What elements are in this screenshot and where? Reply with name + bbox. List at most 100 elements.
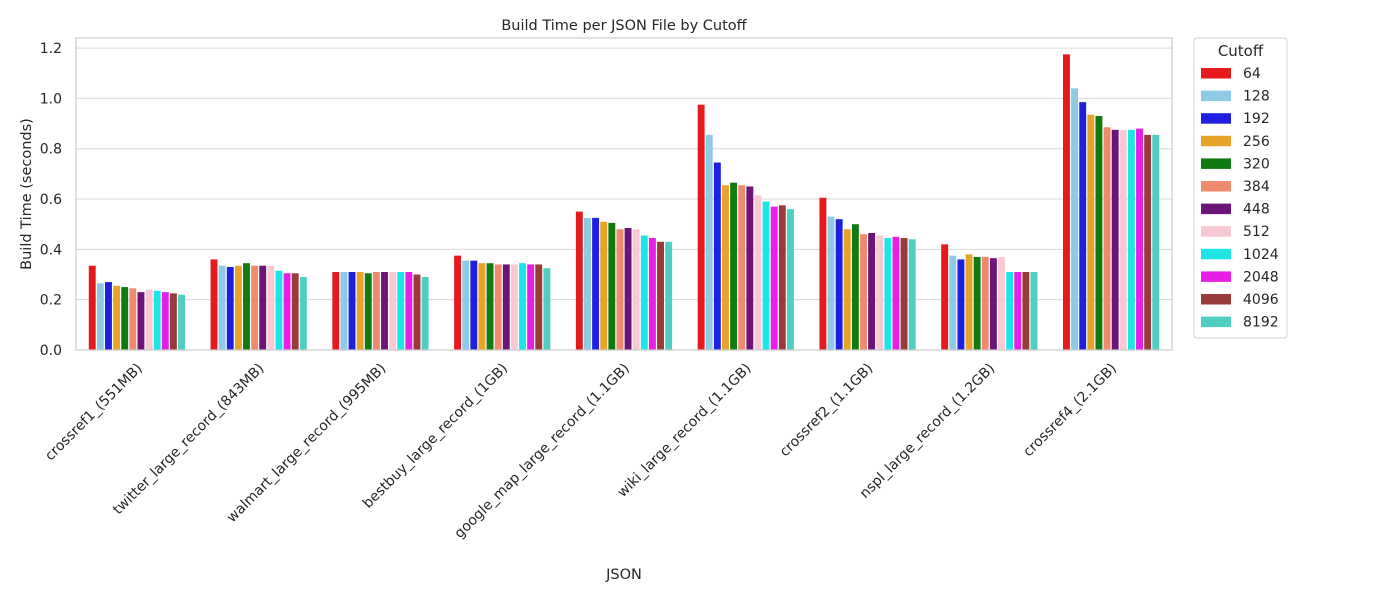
bar-4096-5 [778,205,786,350]
bar-192-5 [713,162,721,350]
bar-320-1 [243,263,250,350]
bar-192-4 [592,217,600,350]
bar-1024-7 [1006,272,1014,350]
bar-4096-4 [657,241,664,350]
y-axis-label: Build Time (seconds) [19,118,35,270]
bar-320-6 [851,224,859,350]
bar-128-4 [584,217,591,350]
bar-8192-2 [421,277,429,350]
legend-swatch-2048 [1201,271,1231,282]
legend-swatch-1024 [1201,248,1231,260]
bar-2048-1 [283,273,291,350]
bar-2048-3 [527,264,535,350]
bar-4096-1 [291,273,299,350]
x-tick-labels: crossref1_(551MB)twitter_large_record_(8… [42,361,1120,542]
legend-swatch-512 [1201,226,1231,237]
legend-swatch-192 [1201,113,1231,124]
bar-192-3 [470,260,478,350]
bar-320-4 [608,222,616,350]
bar-4096-0 [169,293,177,350]
bars [88,54,1160,351]
legend: Cutoff 64 128 192 256 320 384 448 512 1024 2048 40… [1193,37,1288,339]
bar-384-6 [860,234,867,350]
bar-512-0 [145,289,153,350]
bar-192-0 [105,282,112,350]
bar-1024-5 [762,201,770,350]
legend-swatch-384 [1201,181,1231,192]
bar-4096-3 [535,264,543,350]
bar-128-1 [218,265,226,350]
legend-label-320: 320 [1243,156,1270,172]
bar-4096-8 [1144,134,1152,350]
bar-192-1 [226,266,234,350]
bar-8192-8 [1152,134,1160,350]
bar-64-1 [210,259,218,350]
bar-384-3 [494,264,502,350]
bar-448-2 [381,272,388,350]
bar-8192-4 [665,241,673,350]
bar-64-0 [88,265,96,350]
legend-label-256: 256 [1243,134,1270,150]
y-tick-label: 0.4 [40,242,62,258]
bar-256-7 [965,254,973,350]
bar-2048-8 [1136,128,1143,350]
bar-8192-0 [178,294,185,350]
bar-448-6 [868,233,876,350]
bar-448-7 [989,258,997,350]
bar-1024-8 [1127,129,1135,350]
bar-256-0 [113,285,121,350]
y-tick-label: 0.8 [40,142,62,158]
bar-256-4 [600,221,608,350]
bar-64-6 [819,197,827,350]
legend-label-512: 512 [1243,224,1270,240]
bar-384-5 [738,185,746,350]
bar-128-6 [827,216,835,350]
bar-8192-3 [543,268,551,350]
bar-128-8 [1071,88,1079,351]
bar-1024-6 [884,238,892,350]
x-tick-label: crossref4_(2.1GB) [1020,361,1120,461]
bar-2048-6 [892,236,900,350]
bar-1024-2 [397,272,405,350]
bar-2048-7 [1014,272,1022,350]
bar-512-6 [876,235,884,350]
x-tick-label: crossref2_(1.1GB) [777,361,877,461]
legend-label-192: 192 [1243,111,1270,127]
bar-512-5 [754,195,762,350]
legend-label-2048: 2048 [1243,269,1279,285]
bar-448-1 [259,265,267,350]
legend-frame [1193,37,1288,339]
bar-512-1 [267,265,275,350]
y-tick-label: 1.0 [40,91,62,107]
y-gridlines [76,47,1172,351]
legend-label-448: 448 [1243,202,1270,218]
bar-448-8 [1111,129,1119,350]
x-tick-label: crossref1_(551MB) [42,361,146,465]
y-tick-label: 0.2 [40,293,62,309]
legend-swatch-8192 [1201,316,1231,328]
bar-448-0 [137,292,145,350]
bar-384-0 [129,288,137,350]
bar-256-2 [356,272,364,350]
y-tick-label: 0.6 [40,192,62,208]
bar-2048-4 [648,238,656,350]
bar-4096-6 [900,238,908,350]
bar-512-8 [1119,129,1127,350]
bar-256-3 [478,263,486,350]
bar-2048-0 [161,292,169,350]
legend-label-128: 128 [1243,89,1270,105]
bar-448-3 [502,264,510,350]
chart-title: Build Time per JSON File by Cutoff [501,18,747,34]
bar-256-8 [1087,114,1095,350]
bar-1024-1 [275,270,283,350]
x-tick-label: nspl_large_record_(1.2GB) [857,361,998,502]
bar-64-8 [1063,54,1070,351]
x-tick-label: bestbuy_large_record_(1GB) [360,361,511,512]
bar-320-0 [121,287,129,350]
bar-256-1 [234,265,242,350]
bar-128-2 [340,272,348,350]
legend-label-4096: 4096 [1243,292,1279,308]
bar-1024-3 [519,263,526,350]
bar-192-8 [1079,102,1087,351]
bar-8192-7 [1030,272,1038,350]
